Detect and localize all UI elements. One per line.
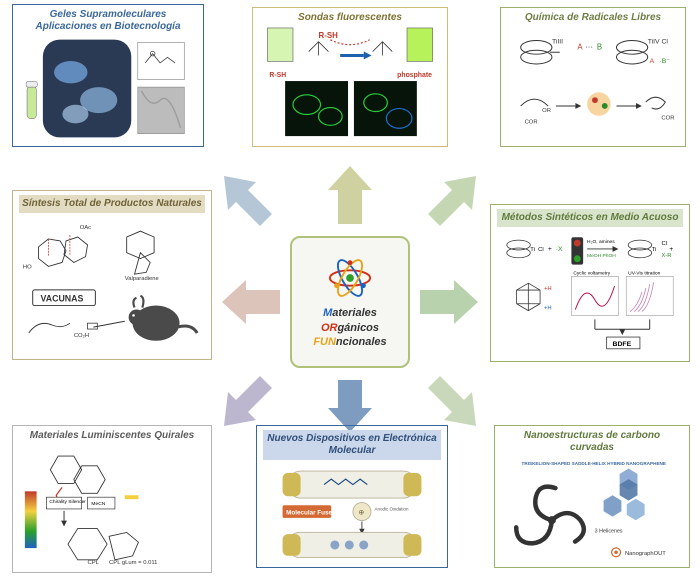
svg-text:A: A <box>650 58 655 65</box>
acuoso-graphic-icon: TiCl + ·X H₂O, amines MeOH PhOH TiCl X-R… <box>497 229 683 357</box>
arrow-right-head <box>454 280 478 324</box>
panel-geles-supramoleculares: Geles Supramoleculares Aplicaciones en B… <box>12 4 204 147</box>
svg-text:HO: HO <box>23 264 32 270</box>
svg-text:OAc: OAc <box>80 225 91 231</box>
atom-logo-icon <box>326 254 374 302</box>
svg-text:VACUNAS: VACUNAS <box>41 294 84 304</box>
svg-text:⊕: ⊕ <box>358 507 364 516</box>
svg-text:TRISKELION-SHAPED SADDLE-HELIX: TRISKELION-SHAPED SADDLE-HELIX HYBRID NA… <box>522 461 666 466</box>
panel-electronica-molecular: Nuevos Dispositivos en Electrónica Molec… <box>256 425 448 568</box>
sintesis-graphic-icon: HO OAc Valparadiene VACUNAS CO₂H <box>19 215 205 355</box>
panel-title: Métodos Sintéticos en Medio Acuoso <box>497 209 683 227</box>
svg-text:CPL gLum = 0.011: CPL gLum = 0.011 <box>109 560 157 566</box>
svg-text:Chirality Silencer: Chirality Silencer <box>49 499 86 505</box>
svg-text:MeCN: MeCN <box>91 501 105 507</box>
svg-text:Ti: Ti <box>652 247 657 253</box>
electronica-graphic-icon: Molecular Fuse ⊕ Anodic Oxidation <box>263 462 441 563</box>
panel-medio-acuoso: Métodos Sintéticos en Medio Acuoso TiCl … <box>490 204 690 362</box>
svg-text:UV-Vis titration: UV-Vis titration <box>628 270 660 276</box>
panel-title: Sondas fluorescentes <box>298 12 402 24</box>
arrow-up-right <box>420 168 484 232</box>
panel-nanoestructuras-carbono: Nanoestructuras de carbono curvadas TRIS… <box>494 425 690 568</box>
center-title: Materiales ORgánicos FUNncionales <box>313 306 386 351</box>
svg-text:Molecular Fuse: Molecular Fuse <box>286 509 332 516</box>
arrow-left-head <box>222 280 246 324</box>
panel-title: Nanoestructuras de carbono curvadas <box>501 430 683 454</box>
arrow-left <box>244 290 280 314</box>
svg-text:Ti: Ti <box>530 247 535 253</box>
svg-text:OR: OR <box>542 108 551 114</box>
arrow-up-left <box>216 168 280 232</box>
arrow-right <box>420 290 456 314</box>
svg-text:3 Helicenes: 3 Helicenes <box>595 529 623 535</box>
arrow-down <box>338 380 362 410</box>
radicales-graphic-icon: TiIII A ··· B TiIV Cl A ·B⁻ OR COR COR <box>507 26 679 142</box>
panel-title: Geles Supramoleculares Aplicaciones en B… <box>19 9 197 33</box>
svg-text:COR: COR <box>661 116 674 122</box>
panel-title: Nuevos Dispositivos en Electrónica Molec… <box>263 430 441 460</box>
svg-text:Valparadiene: Valparadiene <box>125 276 159 282</box>
svg-text:CPL: CPL <box>88 560 100 566</box>
svg-text:phosphate: phosphate <box>397 72 432 79</box>
svg-text:·B⁻: ·B⁻ <box>659 58 670 65</box>
svg-text:···: ··· <box>585 42 593 51</box>
svg-text:NanographOUT: NanographOUT <box>625 551 666 557</box>
svg-text:·X: ·X <box>556 246 563 253</box>
svg-text:+: + <box>548 246 552 253</box>
panel-radicales-libres: Química de Radicales Libres TiIII A ··· … <box>500 7 686 147</box>
luminiscentes-graphic-icon: Chirality Silencer MeCN CPL CPL gLum = 0… <box>19 444 205 568</box>
svg-text:Cl: Cl <box>661 241 667 247</box>
svg-text:B: B <box>597 42 602 51</box>
panel-sintesis-total: Síntesis Total de Productos Naturales HO… <box>12 190 212 360</box>
panel-title: Materiales Luminiscentes Quirales <box>30 430 195 442</box>
svg-text:X-R: X-R <box>661 253 671 259</box>
svg-text:Cyclic voltametry: Cyclic voltametry <box>573 270 610 276</box>
svg-text:H₂O, amines: H₂O, amines <box>587 239 615 245</box>
svg-text:TiIV Cl: TiIV Cl <box>648 38 669 45</box>
svg-text:A: A <box>577 42 583 51</box>
geles-graphic-icon <box>19 35 197 142</box>
svg-text:+: + <box>669 246 673 253</box>
svg-text:Cl: Cl <box>538 247 544 253</box>
svg-text:R-SH: R-SH <box>319 31 339 40</box>
arrow-up <box>338 188 362 224</box>
svg-text:BDFE: BDFE <box>613 341 632 348</box>
svg-text:+H: +H <box>544 306 552 312</box>
sondas-graphic-icon: R-SH R-SH phosphate <box>259 26 441 142</box>
panel-sondas-fluorescentes: Sondas fluorescentes R-SH R-SH phosphate <box>252 7 448 147</box>
svg-text:R-SH: R-SH <box>269 72 286 79</box>
svg-text:MeOH PhOH: MeOH PhOH <box>587 253 616 259</box>
svg-text:CO₂H: CO₂H <box>74 333 89 339</box>
arrow-up-head <box>328 166 372 190</box>
svg-text:TiIII: TiIII <box>552 38 563 45</box>
svg-text:COR: COR <box>525 120 538 126</box>
panel-title: Síntesis Total de Productos Naturales <box>19 195 205 213</box>
panel-luminiscentes-quirales: Materiales Luminiscentes Quirales Chiral… <box>12 425 212 573</box>
svg-text:Anodic Oxidation: Anodic Oxidation <box>375 507 410 512</box>
panel-title: Química de Radicales Libres <box>525 12 661 24</box>
nanoestructuras-graphic-icon: TRISKELION-SHAPED SADDLE-HELIX HYBRID NA… <box>501 456 683 563</box>
svg-text:+H: +H <box>544 286 552 292</box>
center-hub: Materiales ORgánicos FUNncionales <box>290 236 410 368</box>
